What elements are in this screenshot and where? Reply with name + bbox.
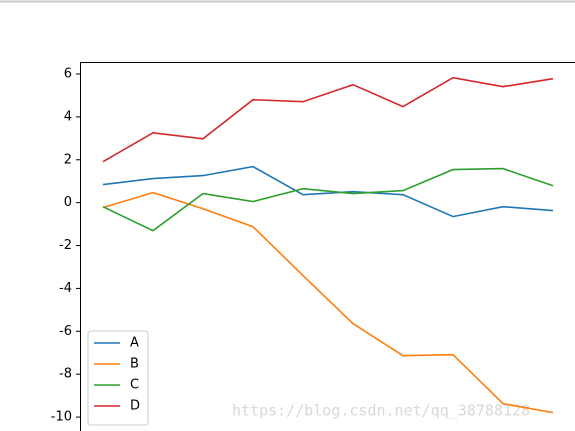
legend-label: C xyxy=(130,378,139,393)
legend-box xyxy=(87,330,149,426)
series-line xyxy=(102,191,554,414)
y-tick-label: -4 xyxy=(59,281,72,296)
legend-label: B xyxy=(130,357,139,372)
series-line xyxy=(102,167,554,232)
legend-label: D xyxy=(130,399,140,414)
series-line xyxy=(102,165,554,218)
y-tick-label: -2 xyxy=(59,238,72,253)
legend-label: A xyxy=(130,336,139,351)
y-tick-label: -10 xyxy=(51,410,72,425)
y-tick-label: 4 xyxy=(64,109,72,124)
y-tick-label: -6 xyxy=(59,324,72,339)
y-tick-label: 2 xyxy=(64,152,72,167)
series-line xyxy=(102,76,554,163)
watermark: https://blog.csdn.net/qq_38788128 xyxy=(232,402,530,420)
y-tick-label: 0 xyxy=(64,195,72,210)
y-tick-label: 6 xyxy=(64,67,72,82)
y-tick-label: -8 xyxy=(59,367,72,382)
